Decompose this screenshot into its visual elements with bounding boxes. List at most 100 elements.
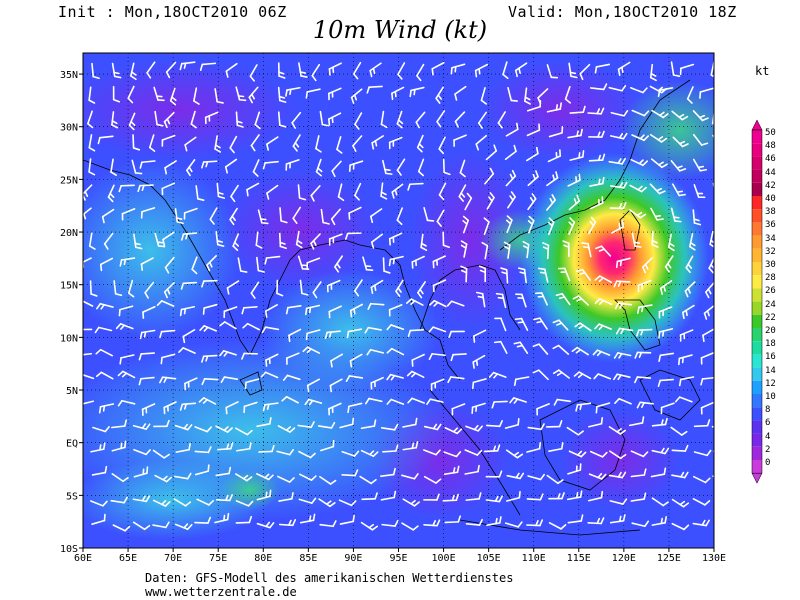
wind-barb: [595, 402, 611, 414]
wind-barb: [453, 134, 467, 147]
colorbar-label: 22: [765, 312, 776, 323]
wind-barb: [407, 397, 425, 404]
wind-barb: [431, 61, 445, 76]
wind-barb: [587, 107, 605, 115]
wind-barb: [133, 233, 143, 250]
lat-label: 5S: [66, 491, 78, 502]
wind-barb: [630, 450, 649, 458]
wind-barb: [138, 376, 155, 386]
wind-barb: [651, 417, 668, 427]
wind-barb: [450, 63, 466, 75]
wind-barb: [163, 282, 175, 299]
colorbar-label: 16: [765, 352, 776, 363]
wind-barb: [194, 426, 213, 433]
wind-barb: [91, 62, 100, 80]
wind-barb: [336, 136, 343, 154]
lon-label: 120E: [612, 553, 636, 564]
wind-barb: [386, 398, 405, 405]
wind-barb: [243, 401, 258, 414]
wind-barb: [119, 354, 135, 365]
wind-barb: [299, 473, 317, 481]
wind-barb: [144, 281, 155, 299]
wind-barb: [163, 111, 175, 129]
lat-label: 20N: [60, 228, 78, 239]
lon-label: 60E: [74, 553, 92, 564]
wind-barb: [548, 126, 564, 138]
colorbar-swatch: [752, 314, 762, 328]
wind-barb: [609, 132, 628, 140]
wind-barb: [538, 267, 549, 283]
colorbar-label: 42: [765, 180, 776, 191]
wind-barb: [477, 111, 487, 129]
wind-barb: [658, 328, 674, 339]
wind-barb: [526, 123, 541, 137]
wind-barb: [464, 192, 473, 211]
wind-barb: [224, 158, 238, 174]
wind-barb: [223, 306, 238, 319]
wind-barb: [532, 343, 549, 355]
wind-barb: [481, 241, 489, 260]
wind-barb: [460, 240, 468, 258]
wind-barb: [416, 134, 424, 153]
wind-barb: [204, 111, 219, 125]
wind-barb: [423, 206, 435, 222]
wind-barb: [488, 371, 507, 379]
wind-barb: [215, 466, 232, 477]
wind-barb: [98, 403, 115, 414]
longitude-axis: 60E 65E 70E 75E 80E 85E 90E 95E 100E 105E 110E 115E…: [74, 553, 726, 564]
lat-label: 5N: [66, 386, 78, 397]
wind-barb: [153, 86, 165, 102]
wind-barb: [117, 370, 136, 379]
colorbar-label: 0: [765, 458, 771, 468]
wind-barb: [345, 375, 364, 382]
wind-barb: [435, 86, 444, 104]
wind-barb: [266, 136, 279, 151]
wind-barb: [442, 231, 450, 249]
wind-barb: [575, 268, 592, 281]
wind-barb: [178, 347, 196, 354]
wind-barb: [328, 305, 342, 319]
wind-barb: [527, 423, 545, 431]
wind-barb: [248, 86, 259, 104]
wind-barb: [364, 326, 382, 334]
wind-barb: [517, 267, 527, 284]
website-link[interactable]: www.wetterzentrale.de: [145, 585, 297, 599]
wind-barb: [454, 85, 467, 101]
wind-barb: [299, 513, 316, 524]
wind-barb: [341, 450, 360, 457]
wind-barb: [629, 184, 647, 193]
wind-barb: [115, 323, 134, 330]
wind-barb: [302, 346, 321, 354]
wind-barb: [428, 326, 447, 333]
wind-barb: [169, 87, 177, 106]
lon-label: 115E: [567, 553, 591, 564]
colorbar-label: 18: [765, 339, 776, 350]
wind-barb: [140, 207, 156, 219]
wind-barb: [430, 378, 445, 391]
lon-label: 100E: [432, 553, 456, 564]
wind-barb: [396, 207, 404, 226]
wind-barb: [388, 136, 403, 150]
wind-barb: [277, 86, 287, 103]
wind-barb: [497, 111, 506, 129]
colorbar-label: 40: [765, 194, 776, 204]
wind-barb: [360, 419, 377, 430]
wind-barb: [593, 373, 612, 380]
wind-barb: [464, 464, 480, 475]
colorbar-label: 46: [765, 154, 776, 165]
wind-barb: [215, 494, 233, 502]
wind-barb: [219, 321, 237, 330]
wind-barb: [237, 257, 248, 273]
wind-barb: [671, 183, 686, 197]
wind-barb: [628, 416, 645, 427]
wind-barb: [174, 523, 193, 531]
wind-barb: [486, 192, 495, 210]
wind-barb: [485, 420, 503, 428]
wind-barb: [339, 514, 355, 525]
wind-barb: [567, 463, 582, 475]
wind-barb: [388, 232, 403, 246]
wind-barb: [260, 371, 279, 379]
wind-barb: [472, 378, 487, 390]
wind-barb: [515, 293, 527, 308]
wind-barb: [617, 61, 631, 77]
